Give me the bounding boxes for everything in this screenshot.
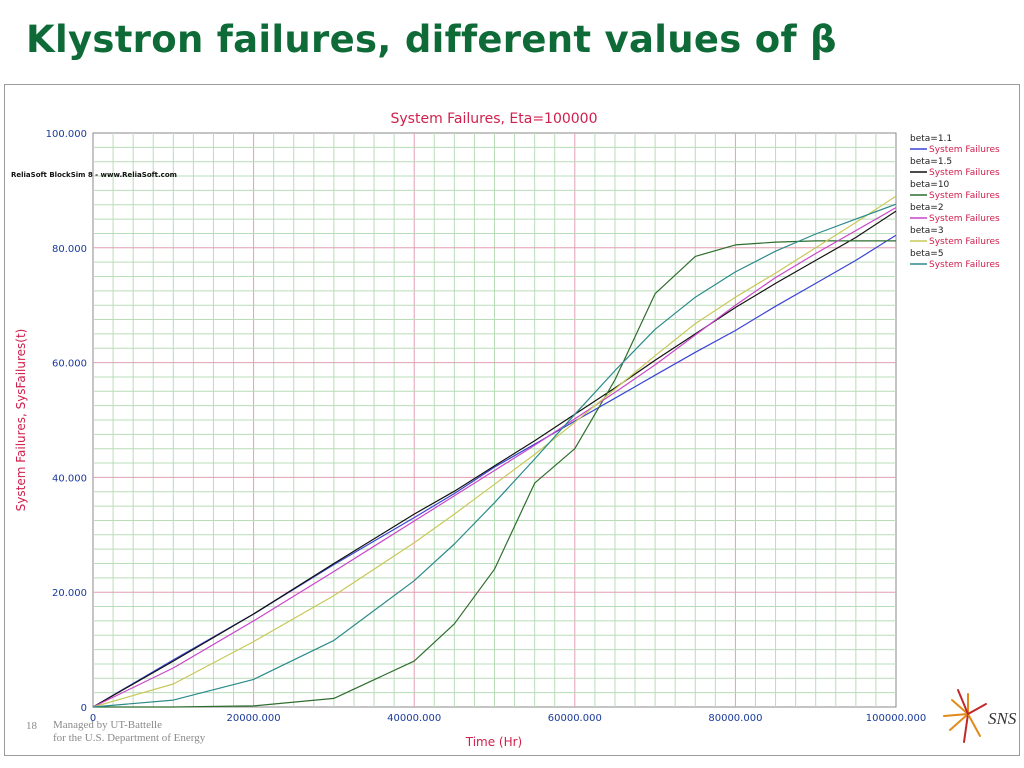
sns-logo-burst-icon: [943, 689, 987, 743]
axis-ticks: 0 20000.000 40000.000 60000.000 80000.000 100…: [46, 129, 927, 724]
page-number: 18: [26, 720, 37, 732]
y-axis-label: System Failures, SysFailures(t): [14, 329, 28, 512]
y-tick-label: 80.000: [52, 244, 87, 255]
source-credit: ReliaSoft BlockSim 8 - www.ReliaSoft.com: [11, 171, 177, 179]
y-tick-label: 20.000: [52, 588, 87, 599]
chart-grid: [92, 132, 897, 708]
x-tick-label: 80000.000: [708, 713, 762, 724]
x-tick-label: 60000.000: [548, 713, 602, 724]
series-lines: [92, 195, 897, 708]
footer-text: Managed by UT-Battelle for the U.S. Depa…: [53, 719, 205, 745]
slide-title: Klystron failures, different values of β: [26, 18, 837, 61]
y-tick-label: 60.000: [52, 359, 87, 370]
x-tick-label: 20000.000: [227, 713, 281, 724]
y-tick-label: 0: [81, 703, 87, 714]
x-tick-label: 40000.000: [387, 713, 441, 724]
y-tick-label: 40.000: [52, 473, 87, 484]
sns-logo-text: SNS: [988, 709, 1017, 728]
series-line-beta-2: [92, 207, 897, 708]
y-tick-label: 100.000: [46, 129, 87, 140]
footer-line-2: for the U.S. Department of Energy: [53, 732, 206, 744]
chart-frame: 0 20000.000 40000.000 60000.000 80000.000 100…: [4, 84, 1020, 756]
legend-series-name: beta=2: [910, 203, 944, 213]
series-line-beta-10: [93, 240, 896, 708]
series-line-beta-1-1: [92, 234, 897, 708]
legend-entry-label: System Failures: [929, 260, 1000, 270]
legend-series-name: beta=10: [910, 180, 950, 190]
legend-series-name: beta=1.5: [910, 157, 952, 167]
x-tick-label: 100000.000: [866, 713, 926, 724]
legend-entry-label: System Failures: [929, 214, 1000, 224]
sns-logo: SNS: [943, 689, 1017, 743]
x-tick-label: 0: [90, 713, 96, 724]
series-line-beta-3: [92, 195, 897, 708]
line-chart: 0 20000.000 40000.000 60000.000 80000.000 100…: [14, 111, 1000, 749]
legend-entry-label: System Failures: [929, 191, 1000, 201]
legend-series-name: beta=1.1: [910, 134, 952, 144]
legend-entry-label: System Failures: [929, 237, 1000, 247]
legend-series-name: beta=3: [910, 226, 944, 236]
legend-series-name: beta=5: [910, 249, 944, 259]
footer-line-1: Managed by UT-Battelle: [53, 719, 162, 731]
x-axis-label: Time (Hr): [465, 735, 523, 749]
chart-title: System Failures, Eta=100000: [391, 111, 598, 127]
legend-entry-label: System Failures: [929, 145, 1000, 155]
series-line-beta-5: [92, 203, 897, 708]
legend-entry-label: System Failures: [929, 168, 1000, 178]
